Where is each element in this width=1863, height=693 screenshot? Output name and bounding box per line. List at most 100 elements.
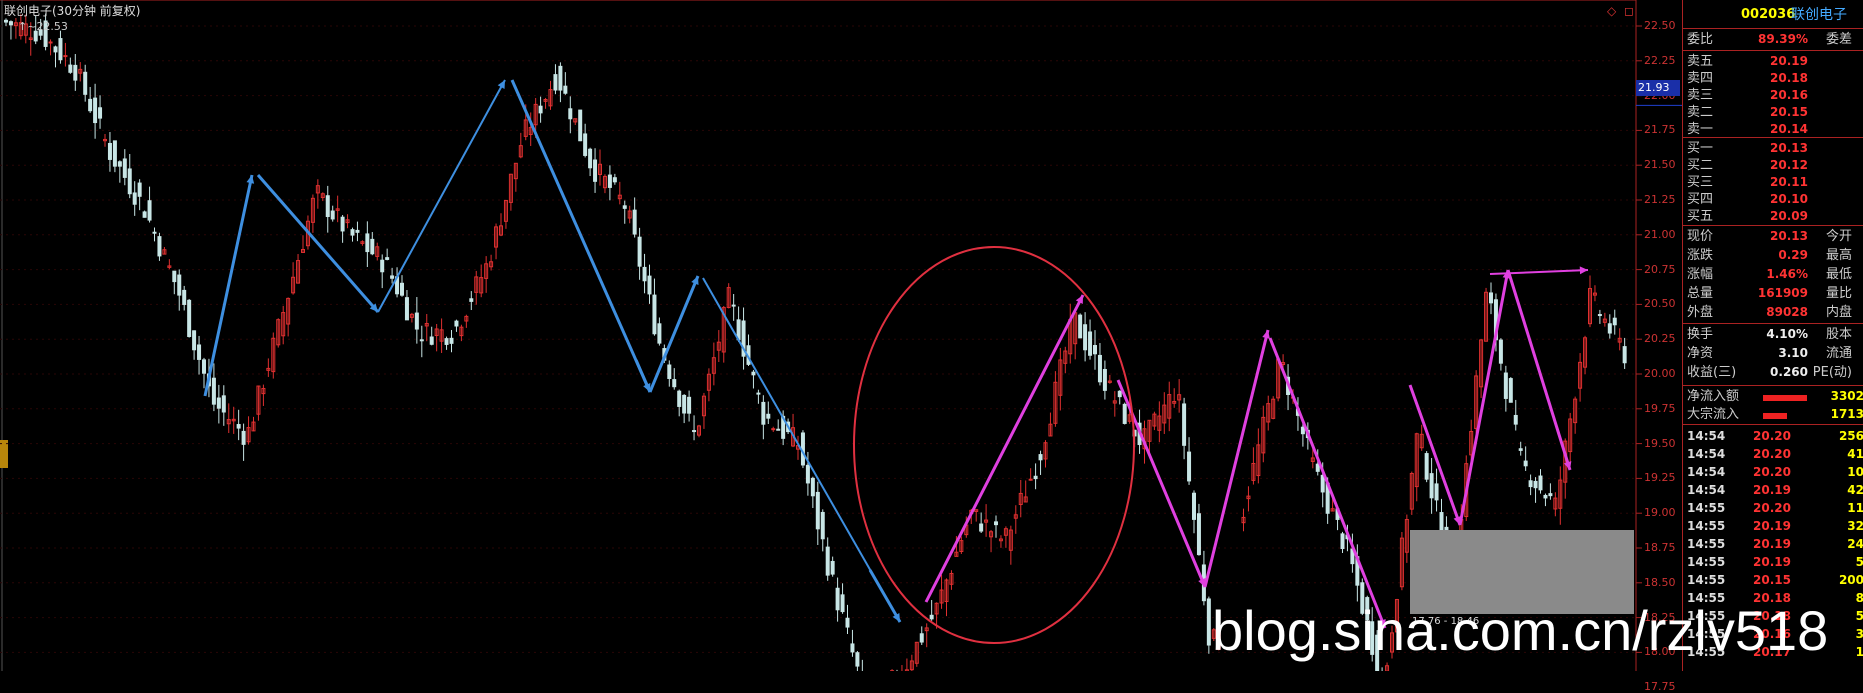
candle-body <box>89 99 92 110</box>
stock-code: 002036 <box>1741 4 1795 26</box>
candle-body <box>559 66 562 90</box>
tick-time: 14:54 <box>1687 463 1725 481</box>
tick-time: 14:54 <box>1687 481 1725 499</box>
price-axis-label: 17.75 <box>1644 680 1676 693</box>
magenta-trend-line <box>1508 270 1570 470</box>
candle-body <box>811 478 814 495</box>
candle-body <box>178 275 181 295</box>
tick-price: 20.20 <box>1753 463 1791 481</box>
blue-trend-line <box>870 570 900 622</box>
candle-body <box>1524 461 1527 466</box>
candle-body <box>1193 493 1196 519</box>
candle-body <box>401 283 404 295</box>
chart-title: 联创电子(30分钟 前复权) <box>4 2 140 19</box>
candle-body <box>138 183 141 196</box>
candle-body <box>980 524 983 531</box>
flow-value: 3302 <box>1831 387 1863 406</box>
candle-body <box>133 193 136 204</box>
candle-body <box>212 378 215 404</box>
candle-body <box>331 211 334 219</box>
stat-row-value: 20.13 <box>1770 227 1808 246</box>
divider <box>1683 385 1863 386</box>
candle-body <box>237 425 240 429</box>
tick-volume: 24 <box>1847 535 1863 553</box>
candle-body <box>633 210 636 234</box>
candle-body <box>693 431 696 432</box>
candle-body <box>1316 464 1319 471</box>
candle-body <box>762 402 765 424</box>
highlight-circle <box>854 247 1134 643</box>
candle-body <box>1608 324 1611 333</box>
tick-volume: 11 <box>1847 499 1863 517</box>
tick-volume: 200 <box>1839 571 1863 589</box>
candle-body <box>668 365 671 378</box>
chart-corner-icons[interactable]: ◇ ◻ <box>1607 4 1636 18</box>
candle-body <box>1123 404 1126 423</box>
candle-body <box>1549 494 1552 496</box>
price-axis-label: 19.75 <box>1644 402 1676 415</box>
candle-body <box>658 324 661 343</box>
candle-body <box>203 360 206 373</box>
candle-body <box>930 615 933 619</box>
candle-body <box>1613 318 1616 325</box>
magenta-trend-line <box>1460 270 1508 525</box>
stat-row-label2: 最低 <box>1826 265 1852 284</box>
candle-body <box>148 201 151 220</box>
tick-price: 20.19 <box>1753 553 1791 571</box>
flow-bar <box>1763 413 1787 419</box>
candle-body <box>673 380 676 387</box>
candle-body <box>579 110 582 141</box>
candle-body <box>84 72 87 94</box>
tick-price: 20.20 <box>1753 499 1791 517</box>
candle-body <box>1598 315 1601 316</box>
price-axis-label: 19.50 <box>1644 437 1676 450</box>
tick-time: 14:54 <box>1687 427 1725 445</box>
price-axis-label: 21.50 <box>1644 158 1676 171</box>
kline-chart-area[interactable]: 联创电子(30分钟 前复权) ↑~22.53 ◇ ◻ <box>0 0 1636 671</box>
candle-body <box>69 65 72 72</box>
magenta-trend-line-head <box>1580 266 1588 274</box>
candle-body <box>386 258 389 260</box>
stat-row-value: 0.29 <box>1778 246 1808 265</box>
stat-row-label: 现价 <box>1687 227 1713 246</box>
candle-body <box>356 230 359 232</box>
candle-body <box>455 321 458 326</box>
fund-row-label2: 股本 <box>1826 325 1852 344</box>
candle-body <box>9 22 12 25</box>
candle-body <box>831 561 834 574</box>
price-axis-label: 22.50 <box>1644 19 1676 32</box>
candle-body <box>381 260 384 272</box>
candle-body <box>1430 474 1433 498</box>
divider <box>1683 137 1863 138</box>
stat-row-label: 外盘 <box>1687 303 1713 322</box>
tick-time: 14:55 <box>1687 517 1725 535</box>
candle-body <box>74 65 77 80</box>
candle-body <box>767 414 770 418</box>
candle-body <box>584 134 587 155</box>
candle-body <box>757 393 760 394</box>
stat-row-label2: 内盘 <box>1826 303 1852 322</box>
weibi-label: 委比 <box>1687 30 1713 49</box>
candle-body <box>856 653 859 666</box>
fund-row-label: 净资 <box>1687 344 1713 363</box>
price-axis-label: 21.25 <box>1644 193 1676 206</box>
candle-body <box>430 337 433 344</box>
candle-body <box>1183 404 1186 445</box>
candle-body <box>49 42 52 43</box>
blue-trend-line <box>205 175 252 396</box>
